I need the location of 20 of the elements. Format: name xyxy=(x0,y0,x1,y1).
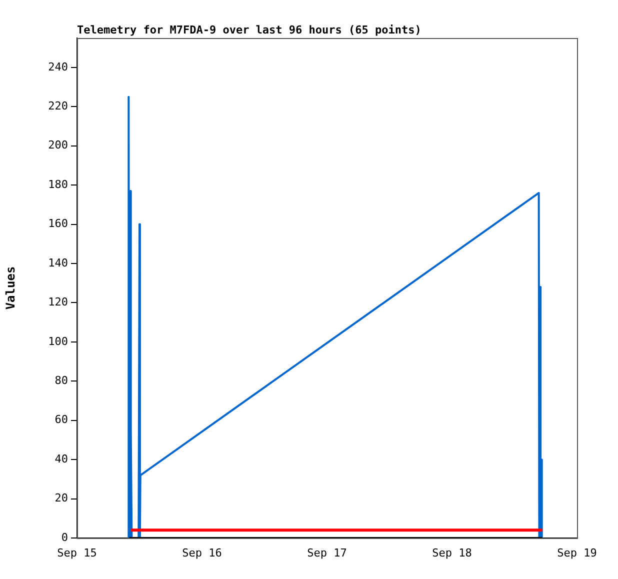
y-tick-label: 100 xyxy=(48,334,68,348)
y-tick-label: 240 xyxy=(48,60,68,74)
y-tick-label: 120 xyxy=(48,296,68,309)
y-tick-label: 160 xyxy=(48,217,68,230)
y-tick-label: 180 xyxy=(48,178,68,191)
y-tick-label: 140 xyxy=(48,256,68,270)
y-tick-label: 40 xyxy=(54,452,68,466)
y-tick-label: 200 xyxy=(48,138,68,152)
x-tick-label: Sep 19 xyxy=(557,546,597,560)
y-tick-label: 20 xyxy=(54,492,68,505)
y-axis-title: Values xyxy=(3,266,18,310)
y-tick-label: 220 xyxy=(48,99,68,112)
x-tick-label: Sep 16 xyxy=(182,546,222,560)
chart-title: Telemetry for M7FDA-9 over last 96 hours (65 points) xyxy=(77,23,422,36)
y-tick-label: 0 xyxy=(61,530,68,544)
x-tick-label: Sep 17 xyxy=(307,546,347,560)
y-tick-label: 60 xyxy=(54,413,68,426)
x-tick-label: Sep 18 xyxy=(432,546,472,560)
x-tick-label: Sep 15 xyxy=(57,546,97,560)
y-tick-label: 80 xyxy=(54,374,68,387)
